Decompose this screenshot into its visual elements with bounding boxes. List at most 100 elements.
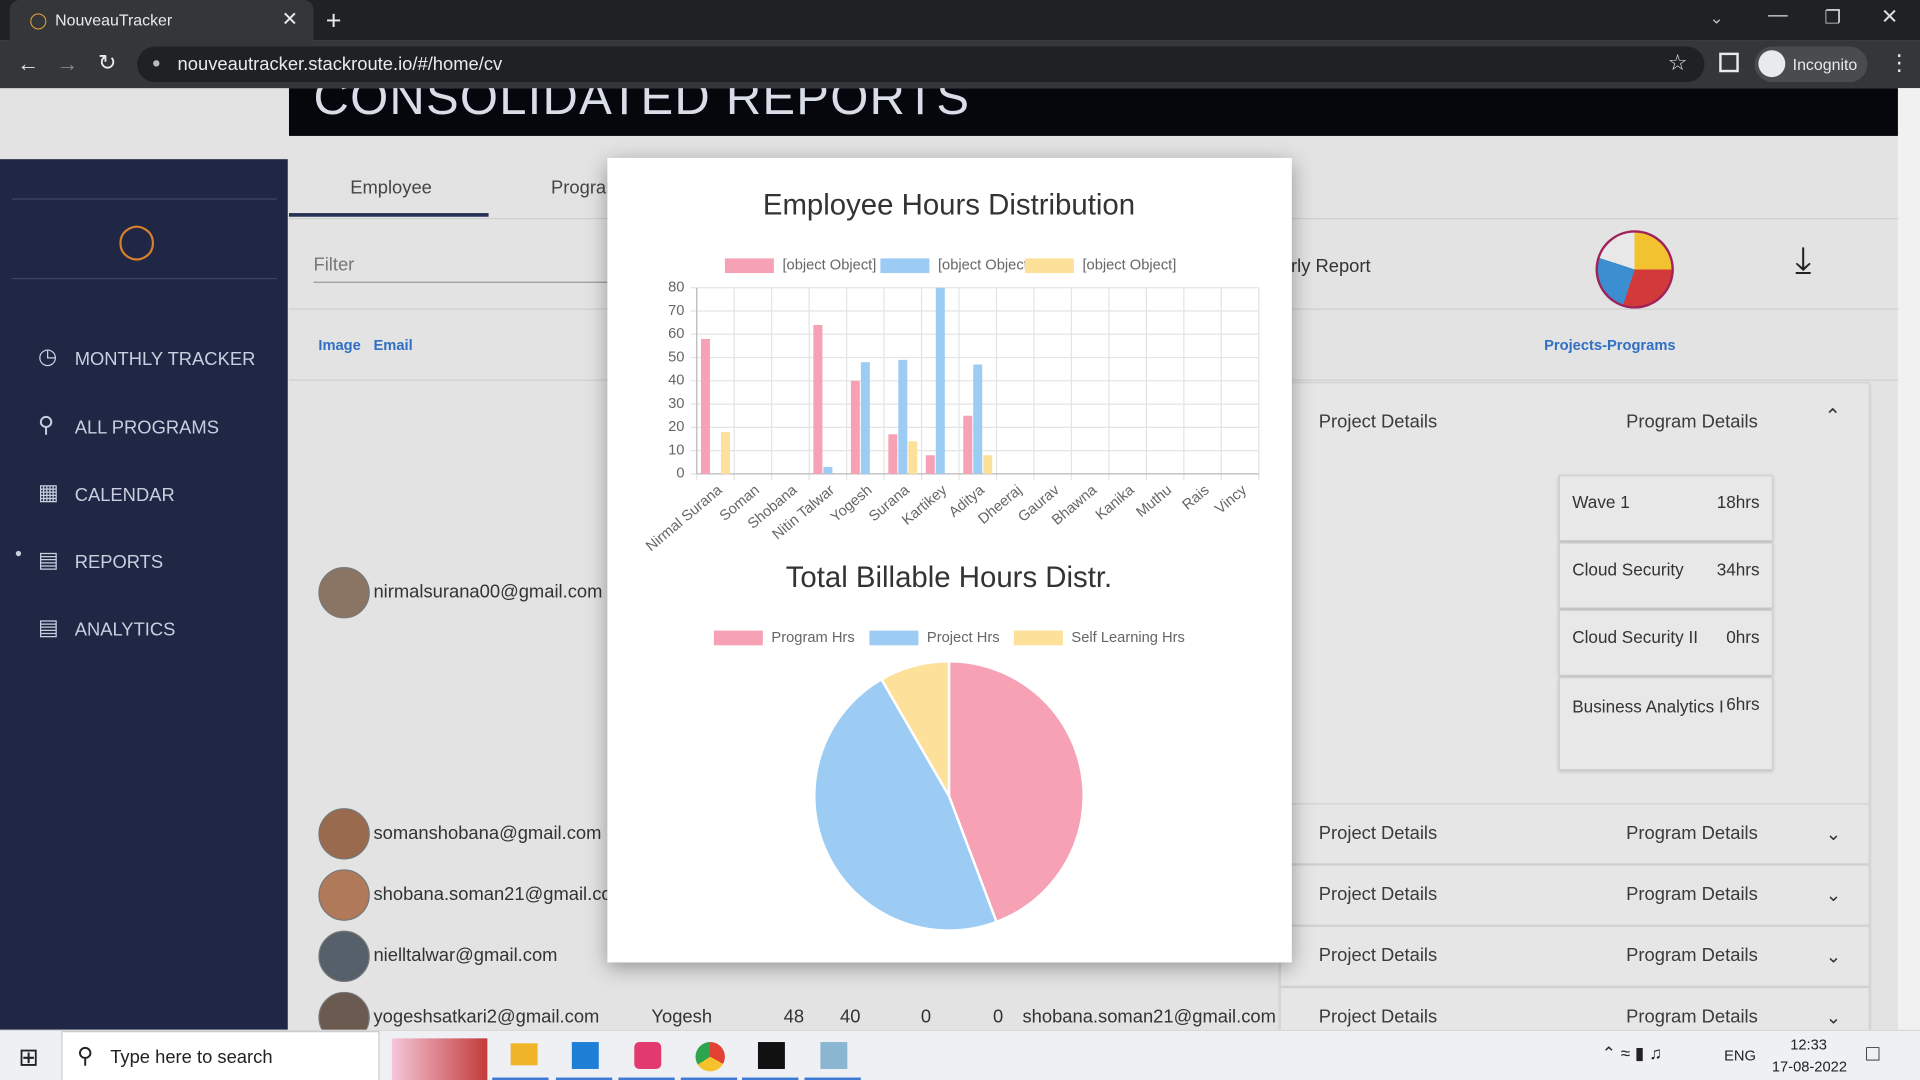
app-intellij[interactable]	[757, 1042, 785, 1069]
expand[interactable]: ⌄	[1825, 1007, 1842, 1029]
filter-underline	[313, 281, 620, 283]
app-chrome[interactable]	[695, 1042, 725, 1072]
icon-doc: ▤	[37, 614, 59, 640]
running	[680, 1077, 738, 1080]
collapse[interactable]: ⌃	[1824, 406, 1841, 428]
x-tick-label: Kanika	[1093, 482, 1138, 524]
side-panel[interactable]	[1719, 52, 1739, 73]
menu[interactable]: ⋮	[1888, 50, 1911, 75]
close[interactable]: ✕	[1880, 4, 1899, 29]
bar	[888, 434, 898, 474]
legend-label: Self Learning Hrs	[1071, 630, 1184, 646]
project-details[interactable]: Project Details	[1318, 945, 1438, 967]
bar	[935, 287, 945, 474]
language[interactable]: ENG	[1724, 1046, 1756, 1065]
clock-date[interactable]: 17-08-2022	[1771, 1057, 1848, 1076]
minimize[interactable]: —	[1768, 4, 1788, 26]
download-button[interactable]: ⤓	[1795, 240, 1812, 281]
program-item: Business Analytics I 6hrs	[1558, 677, 1774, 771]
program-hours: 0hrs	[1726, 626, 1760, 647]
reload[interactable]: ↻	[97, 50, 117, 75]
expand[interactable]: ⌄	[1825, 946, 1842, 968]
program-details[interactable]: Program Details	[1626, 1006, 1758, 1028]
email: nielltalwar@gmail.com	[373, 945, 558, 967]
column-header: Image	[318, 336, 361, 354]
row[interactable]	[1279, 925, 1870, 987]
analytics-button[interactable]	[1595, 230, 1674, 309]
tab-close[interactable]: ✕	[281, 9, 299, 31]
bar	[850, 380, 860, 474]
search-box[interactable]: ⚲ Type here to search	[61, 1031, 380, 1080]
icon-clock: ◷	[37, 344, 58, 369]
column-header: Email	[373, 336, 413, 354]
legend-swatch	[869, 630, 919, 646]
app-slack[interactable]	[634, 1042, 662, 1069]
nav-item[interactable]: REPORTS	[74, 552, 164, 574]
bookmark[interactable]: ☆	[1667, 50, 1688, 75]
y-tick-label: 80	[668, 280, 684, 296]
program-details[interactable]: Program Details	[1626, 822, 1758, 844]
bar	[908, 441, 918, 474]
cell: 48	[783, 1006, 805, 1028]
avatar	[318, 566, 370, 619]
running	[555, 1077, 613, 1080]
tab[interactable]: Program	[551, 177, 622, 199]
back[interactable]: ←	[17, 51, 40, 76]
email: nirmalsurana00@gmail.com	[373, 581, 603, 603]
tab-search[interactable]: ⌄	[1709, 7, 1724, 27]
notifications[interactable]: □	[1866, 1040, 1880, 1066]
tab[interactable]: Employee	[350, 177, 432, 199]
y-tick-label: 70	[668, 303, 684, 319]
taskbar: ⊞ ⚲ Type here to search ⌃ ≈ ▮ ♫ ENG 12:3…	[0, 1029, 1920, 1080]
row[interactable]	[1279, 864, 1870, 926]
cell: 40	[840, 1006, 861, 1028]
nav-item[interactable]: MONTHLY TRACKER	[74, 348, 256, 370]
app-other[interactable]	[820, 1042, 848, 1069]
program-name: Wave 1	[1572, 492, 1630, 512]
row[interactable]	[1279, 803, 1870, 865]
x-tick-label: Yogesh	[828, 482, 875, 525]
restore[interactable]: ❐	[1824, 7, 1841, 29]
forward[interactable]: →	[56, 51, 79, 76]
tray[interactable]: ⌃ ≈ ▮ ♫	[1601, 1043, 1662, 1063]
project-details[interactable]: Project Details	[1318, 884, 1438, 905]
email: yogeshsatkari2@gmail.com	[373, 1006, 600, 1028]
new-tab[interactable]: +	[325, 4, 342, 36]
profile[interactable]: Incognito	[1754, 46, 1868, 83]
app-vscode[interactable]	[571, 1042, 599, 1069]
bar	[983, 455, 993, 474]
y-tick-label: 50	[668, 349, 684, 365]
clock-time[interactable]: 12:33	[1790, 1035, 1827, 1054]
program-details[interactable]: Program Details	[1626, 411, 1758, 433]
widget[interactable]	[391, 1038, 488, 1080]
scrollbar[interactable]	[1897, 88, 1920, 1030]
bar	[925, 455, 935, 474]
expand[interactable]: ⌄	[1825, 885, 1842, 907]
email: shobana.soman21@gmail.com	[1022, 1006, 1276, 1028]
y-tick-label: 0	[676, 466, 684, 482]
program-details[interactable]: Program Details	[1626, 884, 1758, 905]
app-explorer[interactable]	[510, 1043, 538, 1066]
bar	[963, 415, 973, 474]
running	[742, 1077, 799, 1080]
nav-item[interactable]: ALL PROGRAMS	[74, 417, 219, 439]
project-details[interactable]: Project Details	[1318, 1006, 1438, 1028]
start[interactable]: ⊞	[18, 1044, 39, 1072]
address-bar[interactable]: ● nouveautracker.stackroute.io/#/home/cv…	[137, 46, 1705, 83]
x-tick-label: Muthu	[1134, 482, 1176, 521]
cell: 0	[920, 1006, 932, 1028]
x-tick-label: Nirmal Surana	[643, 482, 726, 555]
project-details[interactable]: Project Details	[1318, 411, 1438, 433]
project-details[interactable]: Project Details	[1318, 822, 1438, 844]
program-details[interactable]: Program Details	[1626, 945, 1758, 967]
avatar	[318, 930, 370, 983]
filter[interactable]: Filter	[313, 254, 355, 276]
nav-item[interactable]: ANALYTICS	[74, 619, 176, 641]
nav-item[interactable]: CALENDAR	[74, 484, 175, 506]
expand[interactable]: ⌄	[1825, 824, 1842, 845]
active-tab[interactable]: ◯ NouveauTracker ✕	[9, 0, 314, 41]
url: nouveautracker.stackroute.io/#/home/cv	[177, 53, 503, 75]
divider	[12, 277, 277, 280]
